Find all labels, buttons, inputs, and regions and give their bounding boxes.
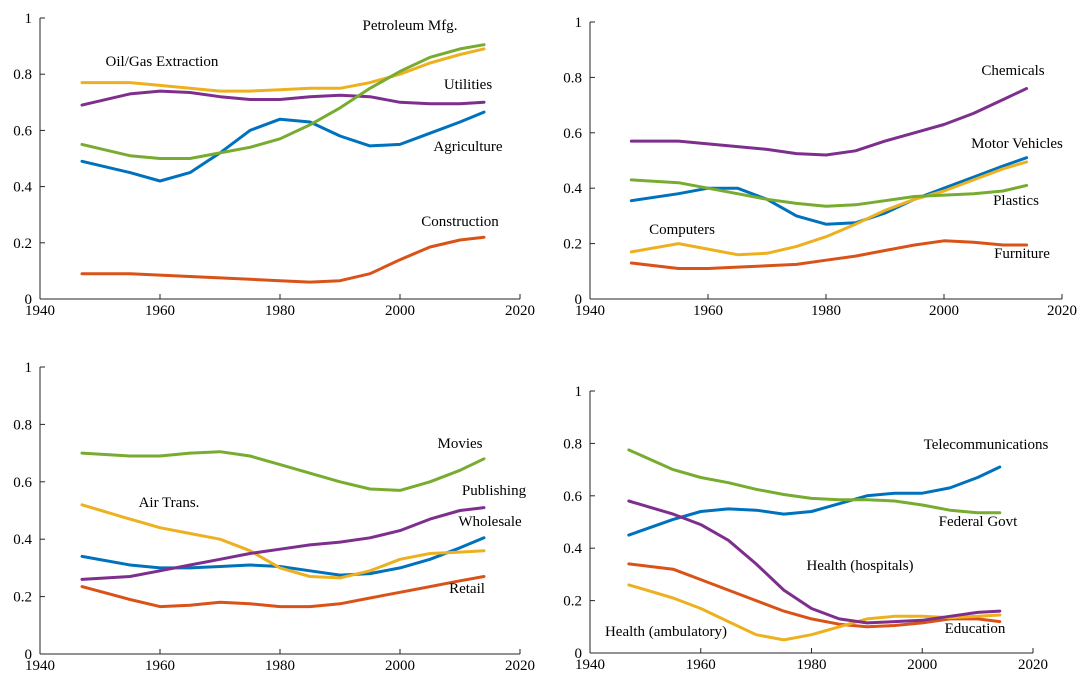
x-tick-label: 2020 [505, 303, 535, 319]
series-line [80, 47, 486, 93]
y-tick-label: 0 [25, 647, 33, 663]
x-tick-label: 2000 [385, 303, 415, 319]
y-tick-label: 0.8 [13, 67, 32, 83]
series-label: Health (hospitals) [806, 558, 913, 574]
series-label: Retail [449, 581, 485, 597]
x-tick-label: 1940 [25, 303, 55, 319]
x-tick-label: 1980 [797, 657, 827, 673]
series-line [629, 239, 1029, 270]
x-tick-label: 1960 [145, 658, 175, 674]
series-line [80, 506, 486, 581]
series-line [627, 562, 1002, 629]
y-tick-label: 0.6 [13, 475, 32, 491]
y-tick-label: 1 [575, 384, 583, 400]
series-label: Utilities [444, 77, 492, 93]
series-label: Movies [438, 436, 483, 452]
series-label: Wholesale [458, 514, 522, 530]
series-label: Publishing [462, 483, 527, 499]
series-line [80, 110, 486, 183]
y-tick-label: 0.6 [563, 126, 582, 142]
y-tick-label: 0.4 [13, 180, 32, 196]
series-line [629, 178, 1029, 208]
series-line [80, 235, 486, 284]
series-line [629, 87, 1029, 157]
y-tick-label: 0.2 [563, 237, 582, 253]
series-label: Plastics [993, 193, 1039, 209]
x-tick-label: 1960 [693, 303, 723, 319]
y-tick-label: 0.2 [13, 590, 32, 606]
x-tick-label: 2000 [907, 657, 937, 673]
y-tick-label: 1 [25, 360, 33, 376]
x-tick-label: 2020 [1018, 657, 1048, 673]
y-tick-label: 0 [25, 292, 33, 308]
x-tick-label: 1940 [575, 657, 605, 673]
series-line [627, 465, 1002, 537]
series-line [80, 89, 486, 107]
x-tick-label: 2000 [929, 303, 959, 319]
x-tick-label: 2020 [505, 658, 535, 674]
series-line [80, 536, 486, 577]
series-label: Furniture [994, 246, 1050, 262]
series-label: Construction [421, 214, 499, 230]
series-label: Health (ambulatory) [605, 624, 727, 640]
x-tick-label: 1940 [575, 303, 605, 319]
y-tick-label: 0.6 [13, 123, 32, 139]
y-tick-label: 1 [575, 15, 583, 31]
y-tick-label: 0 [575, 646, 583, 662]
y-tick-label: 0.4 [563, 181, 582, 197]
series-label: Oil/Gas Extraction [106, 54, 219, 70]
y-tick-label: 0.8 [563, 70, 582, 86]
x-tick-label: 1940 [25, 658, 55, 674]
series-line [80, 575, 486, 609]
series-label: Telecommunications [924, 437, 1049, 453]
series-label: Federal Govt [939, 514, 1019, 530]
y-tick-label: 1 [25, 11, 33, 27]
y-tick-label: 0.2 [13, 236, 32, 252]
x-tick-label: 2000 [385, 658, 415, 674]
x-tick-label: 1980 [811, 303, 841, 319]
x-tick-label: 1960 [145, 303, 175, 319]
series-label: Air Trans. [139, 495, 200, 511]
series-label: Chemicals [981, 63, 1044, 79]
series-label: Petroleum Mfg. [363, 18, 458, 34]
y-tick-label: 0.4 [563, 541, 582, 557]
y-tick-label: 0.4 [13, 532, 32, 548]
series-line [629, 160, 1029, 257]
series-line [627, 448, 1002, 515]
x-tick-label: 1980 [265, 303, 295, 319]
y-tick-label: 0 [575, 292, 583, 308]
series-label: Agriculture [433, 139, 502, 155]
y-tick-label: 0.8 [563, 436, 582, 452]
y-tick-label: 0.8 [13, 417, 32, 433]
series-label: Education [945, 621, 1006, 637]
x-tick-label: 1980 [265, 658, 295, 674]
x-tick-label: 1960 [686, 657, 716, 673]
series-line [627, 499, 1002, 625]
series-line [80, 43, 486, 160]
series-line [80, 503, 486, 580]
y-tick-label: 0.6 [563, 489, 582, 505]
x-tick-label: 2020 [1047, 303, 1077, 319]
series-line [629, 156, 1029, 226]
series-label: Computers [649, 222, 715, 238]
y-tick-label: 0.2 [563, 594, 582, 610]
series-line [80, 450, 486, 492]
series-label: Motor Vehicles [971, 136, 1063, 152]
